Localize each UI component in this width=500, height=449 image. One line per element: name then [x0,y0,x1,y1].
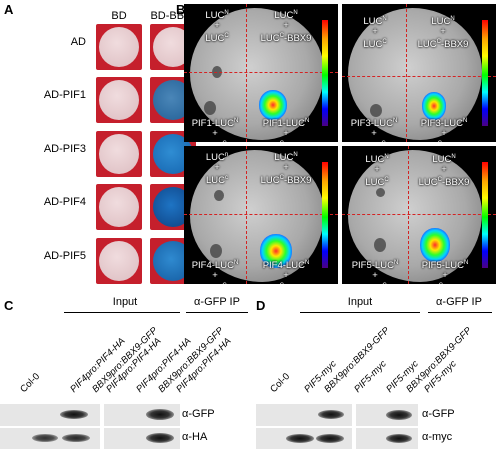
row-label: AD-PIF4 [43,196,86,208]
label-top-right: LUCN + LUCC-BBX9 [260,152,312,187]
yeast-spot [96,238,142,284]
luminescence-scale-bar [322,20,328,126]
label-bottom-left: PIF3-LUCN+LUCC [350,118,398,142]
panel-c-letter: C [4,298,14,313]
label-bottom-right: PIF4-LUCN+LUCC-BBX9 [261,260,312,284]
lane-label: Col-0 [268,371,293,395]
label-top-right: LUCN + LUCC-BBX9 [417,16,469,51]
luminescence-scale-bar [482,162,488,268]
input-group-label: Input [347,296,373,308]
ip-group-line [186,312,248,313]
western-blot-ip-myc [356,428,418,449]
western-blot-ip-ha [104,428,180,449]
luciferase-leaf-pif4: LUCn+LUCc LUCN+LUCC-BBX9 PIF4-LUCN+LUCC … [184,146,338,284]
input-group-line [64,312,180,313]
label-top-left: LUCn + LUCc [205,152,229,187]
lane-label: Col-0 [18,371,43,395]
label-bottom-right: PIF5-LUCN+LUCC-BBX9 [420,260,471,284]
luciferase-leaf-pif3: LUCN+LUCC LUCN+LUCC-BBX9 PIF3-LUCN+LUCC … [342,4,496,142]
label-bottom-left: PIF5-LUCN+LUCC [351,260,399,284]
western-blot-input-gfp [0,404,100,426]
label-top-right: LUCN + LUCC-BBX9 [260,10,312,45]
input-group-line [300,312,420,313]
luminescence-scale-bar [482,20,488,126]
western-blot-ip-gfp [356,404,418,426]
row-label: AD-PIF3 [43,143,86,155]
western-blot-input-gfp [256,404,352,426]
label-top-left: LUCN + LUCC [205,10,229,45]
label-bottom-right: PIF3-LUCN+LUCC-BBX9 [419,118,470,142]
luminescence-scale-bar [322,162,328,268]
panel-d-letter: D [256,298,266,313]
western-blot-ip-gfp [104,404,180,426]
luciferase-leaf-pif5: LUCN+LUCC LUCN+LUCC-BBX9 PIF5-LUCN+LUCC … [342,146,496,284]
panel-b-letter: B [176,2,186,17]
label-top-left: LUCN + LUCC [363,16,387,51]
yeast-spot [96,24,142,70]
ip-group-line [428,312,492,313]
antibody-label: α-GFP [182,408,215,420]
western-blot-input-myc [256,428,352,449]
input-group-label: Input [112,296,138,308]
label-bottom-right: PIF1-LUCN+LUCC-BBX9 [261,118,312,142]
ip-group-label: α-GFP IP [436,296,482,308]
antibody-label: α-HA [182,431,208,443]
yeast-spot [96,184,142,230]
panel-a-letter: A [4,2,14,17]
ip-group-label: α-GFP IP [194,296,240,308]
label-bottom-left: PIF4-LUCN+LUCC [191,260,239,284]
row-label: AD [70,36,86,48]
label-top-right: LUCN + LUCC-BBX9 [418,154,470,189]
column-header-bd: BD [111,10,127,22]
row-label: AD-PIF1 [43,89,86,101]
western-blot-input-ha [0,428,100,449]
row-label: AD-PIF5 [43,250,86,262]
label-bottom-left: PIF1-LUCN+LUCC [191,118,239,142]
luciferase-leaf-pif1: LUCN+LUCC LUCN+LUCC-BBX9 PIF1-LUCN+LUCC … [184,4,338,142]
antibody-label: α-myc [422,431,453,443]
yeast-spot [96,131,142,177]
yeast-spot [96,77,142,123]
label-top-left: LUCN + LUCC [365,154,389,189]
antibody-label: α-GFP [422,408,455,420]
